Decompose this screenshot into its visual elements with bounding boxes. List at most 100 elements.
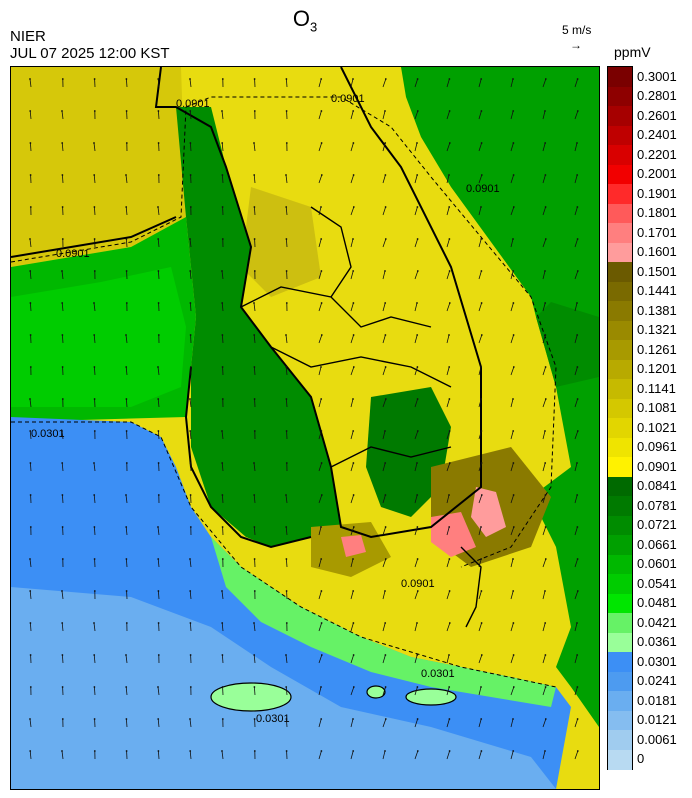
wind-arrow-icon bbox=[350, 430, 354, 440]
wind-arrow-head-icon bbox=[61, 654, 64, 656]
wind-arrow-icon bbox=[61, 430, 64, 440]
wind-arrow-icon bbox=[478, 526, 482, 536]
wind-arrow-icon bbox=[62, 654, 64, 664]
wind-arrow-icon bbox=[414, 526, 418, 536]
wind-arrow-head-icon bbox=[29, 174, 32, 176]
wind-arrow-head-icon bbox=[448, 334, 450, 336]
wind-arrow-icon bbox=[158, 110, 160, 120]
wind-arrow-icon bbox=[542, 654, 546, 664]
wind-arrow-head-icon bbox=[320, 686, 322, 688]
wind-arrow-head-icon bbox=[29, 78, 31, 80]
wind-arrow-head-icon bbox=[253, 494, 256, 496]
wind-arrow-head-icon bbox=[61, 718, 64, 720]
wind-arrow-icon bbox=[318, 462, 322, 472]
wind-arrow-head-icon bbox=[512, 270, 515, 272]
zone-olive-nw bbox=[11, 67, 186, 267]
wind-arrow-head-icon bbox=[448, 78, 451, 80]
wind-arrow-icon bbox=[478, 78, 482, 88]
wind-arrow-head-icon bbox=[544, 270, 546, 272]
wind-arrow-head-icon bbox=[480, 462, 483, 464]
wind-arrow-icon bbox=[574, 462, 578, 472]
wind-arrow-icon bbox=[446, 750, 450, 760]
wind-arrow-head-icon bbox=[416, 142, 418, 144]
wind-arrow-icon bbox=[62, 174, 64, 184]
wind-arrow-icon bbox=[478, 302, 482, 312]
map-title: O3 bbox=[292, 6, 318, 35]
wind-arrow-icon bbox=[94, 526, 96, 536]
wind-arrow-head-icon bbox=[189, 494, 192, 496]
wind-arrow-head-icon bbox=[320, 174, 323, 176]
wind-arrow-head-icon bbox=[384, 494, 387, 496]
wind-arrow-head-icon bbox=[157, 142, 160, 144]
wind-arrow-head-icon bbox=[253, 558, 256, 560]
wind-arrow-head-icon bbox=[93, 494, 96, 496]
wind-arrow-icon bbox=[574, 398, 578, 408]
wind-arrow-icon bbox=[510, 174, 514, 184]
wind-arrow-icon bbox=[221, 302, 224, 312]
wind-arrow-head-icon bbox=[253, 750, 256, 752]
wind-arrow-icon bbox=[574, 558, 578, 568]
legend-swatch bbox=[608, 476, 632, 497]
wind-arrow-icon bbox=[93, 462, 96, 472]
wind-arrow-head-icon bbox=[125, 686, 128, 688]
legend-label: 0.1441 bbox=[637, 283, 677, 299]
wind-arrow-icon bbox=[446, 238, 450, 248]
wind-arrow-head-icon bbox=[512, 750, 515, 752]
legend-label: 0.0721 bbox=[637, 517, 677, 533]
wind-arrow-head-icon bbox=[480, 750, 483, 752]
wind-arrow-icon bbox=[253, 142, 256, 152]
wind-arrow-icon bbox=[157, 238, 160, 248]
wind-arrow-head-icon bbox=[189, 302, 192, 304]
wind-arrow-icon bbox=[446, 462, 451, 472]
wind-arrow-head-icon bbox=[512, 462, 515, 464]
contour-label: 0.0901 bbox=[331, 93, 365, 105]
wind-arrow-icon bbox=[542, 302, 546, 312]
wind-arrow-head-icon bbox=[61, 270, 63, 272]
coastline-southeast bbox=[460, 546, 482, 628]
legend-label: 0.2001 bbox=[637, 166, 677, 182]
island-south-1 bbox=[405, 688, 457, 706]
wind-arrow-head-icon bbox=[125, 238, 128, 240]
wind-arrow-icon bbox=[414, 366, 418, 376]
wind-arrow-head-icon bbox=[93, 398, 96, 400]
wind-arrow-icon bbox=[414, 334, 418, 344]
wind-arrow-icon bbox=[350, 558, 354, 568]
wind-arrow-head-icon bbox=[320, 366, 322, 368]
wind-arrow-icon bbox=[446, 334, 450, 344]
wind-arrow-head-icon bbox=[512, 526, 515, 528]
legend-swatch bbox=[608, 496, 632, 516]
wind-arrow-head-icon bbox=[285, 686, 288, 688]
wind-arrow-icon bbox=[285, 174, 288, 184]
wind-arrow-head-icon bbox=[285, 718, 288, 720]
legend-swatch bbox=[608, 613, 632, 633]
wind-arrow-icon bbox=[542, 622, 546, 632]
wind-arrow-head-icon bbox=[544, 302, 547, 304]
wind-arrow-head-icon bbox=[448, 750, 451, 752]
wind-arrow-head-icon bbox=[544, 590, 546, 592]
legend-swatch bbox=[608, 320, 632, 341]
wind-arrow-icon bbox=[318, 718, 322, 728]
wind-arrow-icon bbox=[29, 590, 32, 600]
wind-arrow-icon bbox=[318, 590, 322, 600]
wind-arrow-icon bbox=[61, 142, 64, 152]
wind-arrow-icon bbox=[478, 238, 482, 248]
wind-arrow-icon bbox=[61, 270, 64, 280]
wind-arrow-icon bbox=[125, 366, 128, 376]
wind-arrow-head-icon bbox=[416, 750, 419, 752]
wind-arrow-icon bbox=[285, 686, 288, 696]
wind-arrow-icon bbox=[446, 718, 450, 728]
wind-arrow-icon bbox=[93, 174, 96, 184]
legend-label: 0.0901 bbox=[637, 458, 677, 474]
wind-arrow-head-icon bbox=[93, 622, 95, 624]
wind-arrow-icon bbox=[446, 270, 450, 280]
wind-arrow-head-icon bbox=[29, 302, 32, 304]
wind-arrow-head-icon bbox=[480, 686, 482, 688]
wind-arrow-icon bbox=[350, 398, 354, 408]
wind-arrow-icon bbox=[542, 526, 546, 536]
wind-arrow-icon bbox=[221, 110, 224, 120]
wind-arrow-head-icon bbox=[320, 526, 322, 528]
wind-arrow-head-icon bbox=[157, 462, 160, 464]
wind-arrow-head-icon bbox=[480, 622, 483, 624]
wind-arrow-icon bbox=[510, 302, 514, 312]
wind-arrow-head-icon bbox=[157, 110, 160, 112]
